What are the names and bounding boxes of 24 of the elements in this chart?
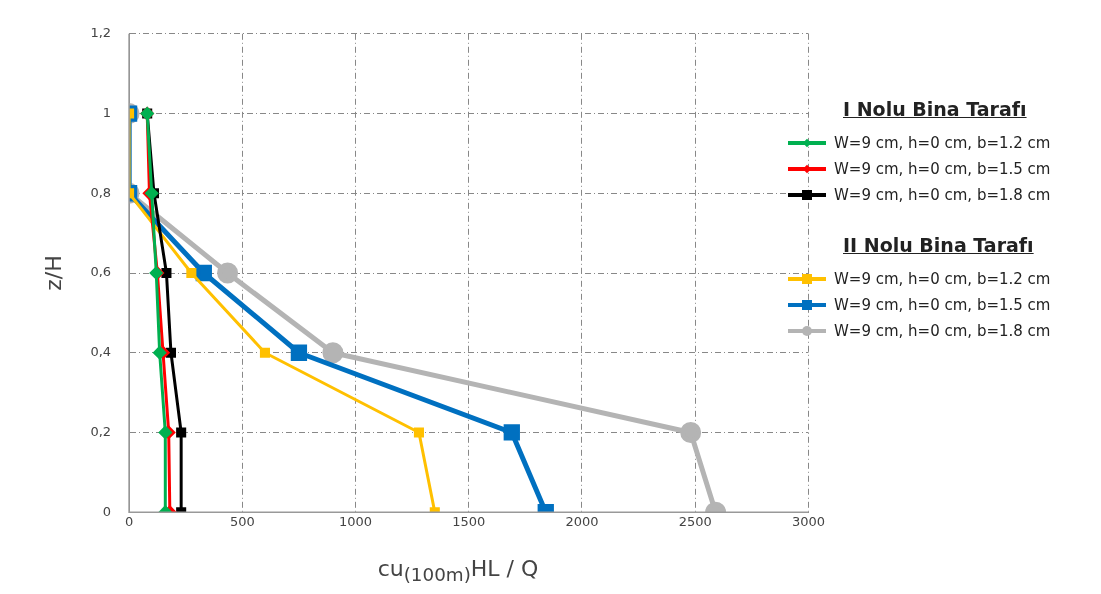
text: II Nolu Bina Tarafı [843, 234, 1035, 256]
x-tick-label: 1000 [338, 514, 373, 530]
legend-label: W=9 cm, h=0 cm, b=1.8 cm [833, 185, 1051, 206]
y-axis-title: z/H [40, 255, 66, 291]
x-tick-label: 2000 [565, 514, 599, 530]
x-tick-label: 2500 [678, 514, 712, 530]
y-tick-label: 0,8 [90, 184, 112, 200]
legend-label: W=9 cm, h=0 cm, b=1.2 cm [833, 133, 1051, 154]
text: I Nolu Bina Tarafı [843, 98, 1028, 120]
x-tick-label: 1500 [452, 514, 486, 530]
y-tick-label: 0,2 [90, 423, 112, 439]
legend-label: W=9 cm, h=0 cm, b=1.5 cm [833, 159, 1051, 180]
legend-label: W=9 cm, h=0 cm, b=1.8 cm [833, 321, 1051, 342]
x-tick-label: 500 [229, 514, 255, 530]
y-tick-label: 0 [102, 503, 112, 519]
x-axis-title: cu$_{(100m)}$HL / Q [376, 556, 540, 586]
y-tick-label: 0,4 [90, 344, 112, 360]
x-tick-label: 3000 [791, 514, 825, 530]
x-tick-label: 0 [124, 514, 134, 530]
y-tick-label: 1 [102, 104, 112, 120]
legend-label: W=9 cm, h=0 cm, b=1.2 cm [833, 269, 1051, 290]
legend-label: W=9 cm, h=0 cm, b=1.5 cm [833, 295, 1051, 316]
y-tick-label: 0,6 [90, 264, 112, 280]
y-tick-label: 1,2 [90, 25, 112, 41]
